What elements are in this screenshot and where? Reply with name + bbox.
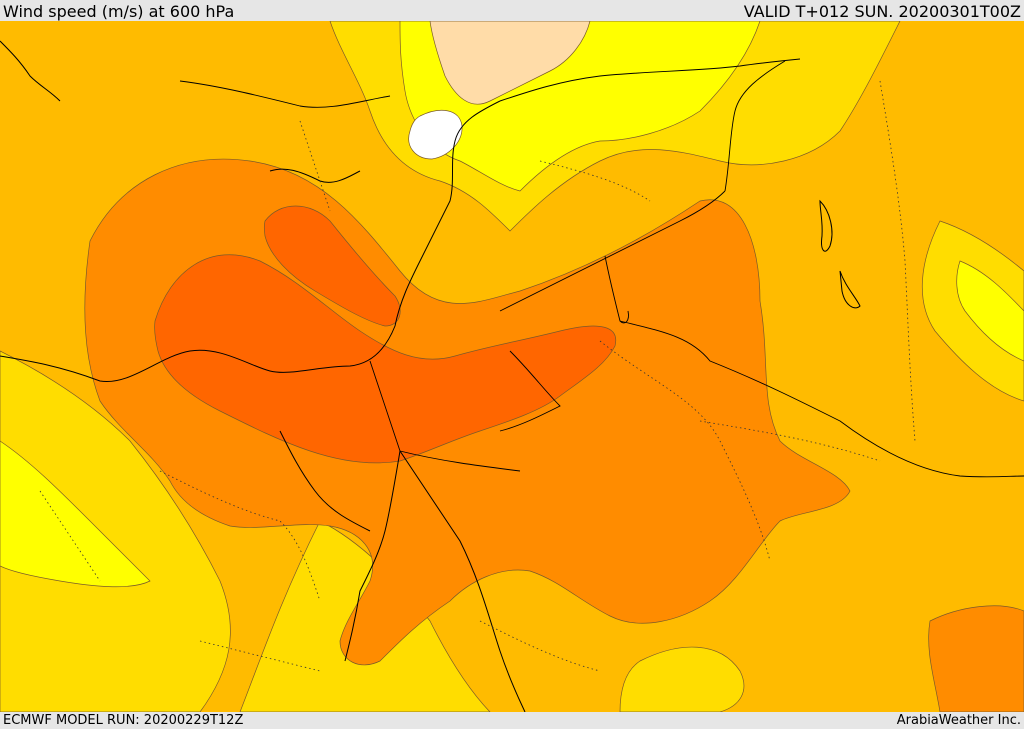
contour-light-gold-west: [0, 350, 231, 712]
borders: [179, 60, 1024, 478]
wind-speed-map: [0, 21, 1024, 712]
credit: ArabiaWeather Inc.: [896, 713, 1021, 728]
model-run: ECMWF MODEL RUN: 20200229T12Z: [3, 713, 244, 728]
contour-yellow-west: [0, 440, 151, 588]
contour-pale-north: [429, 21, 591, 105]
footer-bar: ECMWF MODEL RUN: 20200229T12Z ArabiaWeat…: [0, 712, 1024, 729]
map-svg: [0, 21, 1024, 712]
header-bar: Wind speed (m/s) at 600 hPa VALID T+012 …: [0, 0, 1024, 21]
contour-dark-orange-north-lobe: [263, 205, 401, 327]
contour-white-pocket: [408, 109, 463, 160]
contour-light-gold-se: [619, 646, 745, 712]
coastlines: [0, 40, 861, 712]
admin-boundaries: [39, 80, 916, 672]
contour-dark-orange-core: [154, 254, 617, 464]
contour-yellow-east: [956, 260, 1024, 362]
valid-time: VALID T+012 SUN. 20200301T00Z: [743, 2, 1021, 21]
contour-orange-patch-se: [928, 605, 1024, 712]
map-title: Wind speed (m/s) at 600 hPa: [3, 2, 235, 21]
